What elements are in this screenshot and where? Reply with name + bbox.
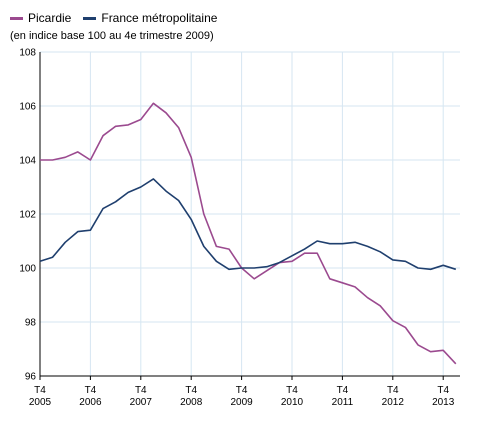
x-tick-label-quarter: T4 [236,385,248,396]
x-tick-label-quarter: T4 [437,385,449,396]
x-tick-label-year: 2008 [180,397,203,408]
x-tick-label-quarter: T4 [135,385,147,396]
x-tick-label-quarter: T4 [387,385,399,396]
y-tick-label: 104 [19,156,36,167]
y-tick-label: 102 [19,210,36,221]
x-tick-label-year: 2006 [79,397,102,408]
x-tick-label-year: 2005 [29,397,52,408]
legend-swatch-france [83,16,97,20]
x-tick-label-year: 2012 [382,397,405,408]
series-line-picardie [40,102,457,365]
x-tick-label-year: 2013 [432,397,455,408]
x-tick-label-quarter: T4 [286,385,298,396]
x-tick-label-quarter: T4 [185,385,197,396]
legend-label-france: France métropolitaine [101,11,218,25]
y-tick-label: 98 [25,318,37,329]
chart-subtitle: (en indice base 100 au 4e trimestre 2009… [10,30,214,42]
x-tick-label-year: 2010 [281,397,304,408]
y-tick-label: 96 [25,372,37,383]
legend-item-picardie: Picardie [10,11,71,25]
x-tick-label-year: 2009 [230,397,253,408]
series-line-france [39,178,457,271]
x-tick-label-year: 2007 [130,397,153,408]
legend-label-picardie: Picardie [28,11,72,25]
x-tick-label-quarter: T4 [85,385,97,396]
legend-item-france: France métropolitaine [83,11,217,25]
legend-swatch-picardie [10,16,23,20]
x-tick-label-quarter: T4 [34,385,46,396]
y-tick-label: 106 [19,102,36,113]
x-tick-label-year: 2011 [332,397,354,408]
y-tick-label: 100 [19,264,36,275]
legend: Picardie France métropolitaine [10,10,229,26]
x-tick-label-quarter: T4 [337,385,349,396]
y-tick-label: 108 [19,48,36,59]
